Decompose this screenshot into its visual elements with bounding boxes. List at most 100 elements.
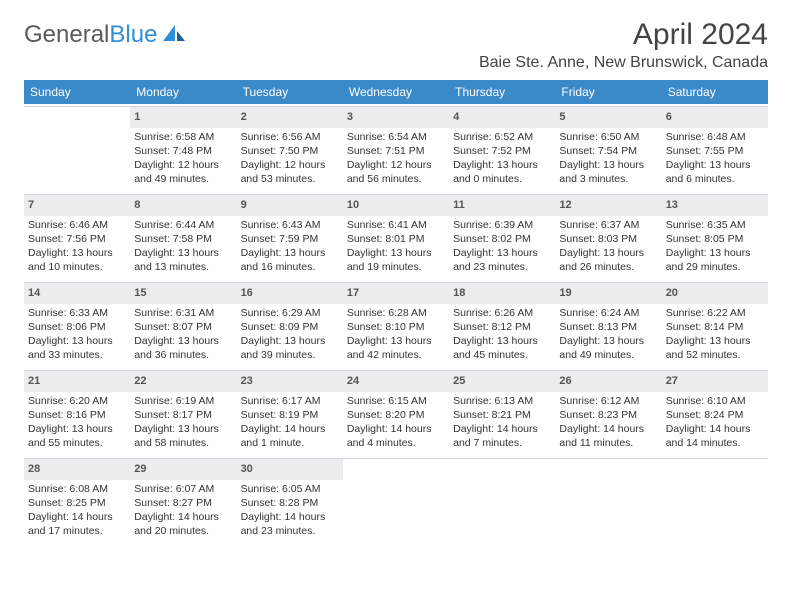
sunset-text: Sunset: 8:13 PM <box>559 320 657 334</box>
sunset-text: Sunset: 8:05 PM <box>666 232 764 246</box>
day-cell: 6Sunrise: 6:48 AMSunset: 7:55 PMDaylight… <box>662 104 768 192</box>
day-cell <box>449 456 555 544</box>
logo: GeneralBlue <box>24 20 187 50</box>
sunset-text: Sunset: 8:28 PM <box>241 496 339 510</box>
daylight-text: Daylight: 13 hours and 19 minutes. <box>347 246 445 274</box>
sunrise-text: Sunrise: 6:31 AM <box>134 306 232 320</box>
day-number: 9 <box>237 194 343 216</box>
day-number: 29 <box>130 458 236 480</box>
sunrise-text: Sunrise: 6:22 AM <box>666 306 764 320</box>
sunset-text: Sunset: 8:01 PM <box>347 232 445 246</box>
day-number: 5 <box>555 106 661 128</box>
day-header: Sunday <box>24 80 130 104</box>
daylight-text: Daylight: 14 hours and 4 minutes. <box>347 422 445 450</box>
day-cell: 8Sunrise: 6:44 AMSunset: 7:58 PMDaylight… <box>130 192 236 280</box>
sunrise-text: Sunrise: 6:28 AM <box>347 306 445 320</box>
day-cell <box>555 456 661 544</box>
header: GeneralBlue April 2024 Baie Ste. Anne, N… <box>24 18 768 72</box>
sunset-text: Sunset: 7:48 PM <box>134 144 232 158</box>
day-cell: 7Sunrise: 6:46 AMSunset: 7:56 PMDaylight… <box>24 192 130 280</box>
week-row: 7Sunrise: 6:46 AMSunset: 7:56 PMDaylight… <box>24 192 768 280</box>
daylight-text: Daylight: 13 hours and 3 minutes. <box>559 158 657 186</box>
day-cell: 4Sunrise: 6:52 AMSunset: 7:52 PMDaylight… <box>449 104 555 192</box>
day-cell: 5 Sunrise: 6:50 AMSunset: 7:54 PMDaylight… <box>555 104 661 192</box>
sunset-text: Sunset: 7:56 PM <box>28 232 126 246</box>
sunrise-text: Sunrise: 6:33 AM <box>28 306 126 320</box>
sunrise-text: Sunrise: 6:29 AM <box>241 306 339 320</box>
day-cell: 13Sunrise: 6:35 AMSunset: 8:05 PMDayligh… <box>662 192 768 280</box>
sunset-text: Sunset: 8:06 PM <box>28 320 126 334</box>
sunrise-text: Sunrise: 6:24 AM <box>559 306 657 320</box>
sunrise-text: Sunrise: 6:13 AM <box>453 394 551 408</box>
sunset-text: Sunset: 7:54 PM <box>559 144 657 158</box>
sail-icon <box>161 22 187 50</box>
daylight-text: Daylight: 12 hours and 49 minutes. <box>134 158 232 186</box>
day-cell <box>24 104 130 192</box>
day-cell <box>343 456 449 544</box>
daylight-text: Daylight: 13 hours and 45 minutes. <box>453 334 551 362</box>
day-cell: 26Sunrise: 6:12 AMSunset: 8:23 PMDayligh… <box>555 368 661 456</box>
sunset-text: Sunset: 8:19 PM <box>241 408 339 422</box>
sunrise-text: Sunrise: 6:17 AM <box>241 394 339 408</box>
day-cell: 9Sunrise: 6:43 AMSunset: 7:59 PMDaylight… <box>237 192 343 280</box>
day-number: 14 <box>24 282 130 304</box>
sunset-text: Sunset: 8:17 PM <box>134 408 232 422</box>
day-header-row: SundayMondayTuesdayWednesdayThursdayFrid… <box>24 80 768 104</box>
empty-day <box>24 106 130 125</box>
week-row: 1Sunrise: 6:58 AMSunset: 7:48 PMDaylight… <box>24 104 768 192</box>
sunset-text: Sunset: 8:07 PM <box>134 320 232 334</box>
daylight-text: Daylight: 13 hours and 26 minutes. <box>559 246 657 274</box>
empty-day <box>449 458 555 477</box>
day-cell: 29Sunrise: 6:07 AMSunset: 8:27 PMDayligh… <box>130 456 236 544</box>
daylight-text: Daylight: 12 hours and 53 minutes. <box>241 158 339 186</box>
day-number: 23 <box>237 370 343 392</box>
daylight-text: Daylight: 13 hours and 39 minutes. <box>241 334 339 362</box>
weeks-container: 1Sunrise: 6:58 AMSunset: 7:48 PMDaylight… <box>24 104 768 544</box>
sunrise-text: Sunrise: 6:52 AM <box>453 130 551 144</box>
logo-word1: General <box>24 21 109 49</box>
sunrise-text: Sunrise: 6:50 AM <box>559 130 657 144</box>
day-number: 6 <box>662 106 768 128</box>
daylight-text: Daylight: 14 hours and 17 minutes. <box>28 510 126 538</box>
daylight-text: Daylight: 14 hours and 1 minute. <box>241 422 339 450</box>
day-cell: 28Sunrise: 6:08 AMSunset: 8:25 PMDayligh… <box>24 456 130 544</box>
empty-day <box>555 458 661 477</box>
daylight-text: Daylight: 13 hours and 58 minutes. <box>134 422 232 450</box>
daylight-text: Daylight: 14 hours and 7 minutes. <box>453 422 551 450</box>
daylight-text: Daylight: 13 hours and 29 minutes. <box>666 246 764 274</box>
day-header: Thursday <box>449 80 555 104</box>
day-number: 20 <box>662 282 768 304</box>
day-cell: 21Sunrise: 6:20 AMSunset: 8:16 PMDayligh… <box>24 368 130 456</box>
daylight-text: Daylight: 13 hours and 52 minutes. <box>666 334 764 362</box>
day-number: 7 <box>24 194 130 216</box>
day-header: Wednesday <box>343 80 449 104</box>
daylight-text: Daylight: 13 hours and 6 minutes. <box>666 158 764 186</box>
daylight-text: Daylight: 13 hours and 36 minutes. <box>134 334 232 362</box>
sunset-text: Sunset: 7:51 PM <box>347 144 445 158</box>
logo-word2: Blue <box>109 21 157 49</box>
day-number: 15 <box>130 282 236 304</box>
month-title: April 2024 <box>479 18 768 52</box>
sunrise-text: Sunrise: 6:08 AM <box>28 482 126 496</box>
day-number: 18 <box>449 282 555 304</box>
day-cell: 3Sunrise: 6:54 AMSunset: 7:51 PMDaylight… <box>343 104 449 192</box>
sunset-text: Sunset: 8:25 PM <box>28 496 126 510</box>
day-header: Tuesday <box>237 80 343 104</box>
day-number: 19 <box>555 282 661 304</box>
daylight-text: Daylight: 14 hours and 23 minutes. <box>241 510 339 538</box>
sunrise-text: Sunrise: 6:07 AM <box>134 482 232 496</box>
day-cell: 15 Sunrise: 6:31 AMSunset: 8:07 PMDayligh… <box>130 280 236 368</box>
sunrise-text: Sunrise: 6:54 AM <box>347 130 445 144</box>
day-cell: 1Sunrise: 6:58 AMSunset: 7:48 PMDaylight… <box>130 104 236 192</box>
day-cell: 30Sunrise: 6:05 AMSunset: 8:28 PMDayligh… <box>237 456 343 544</box>
day-number: 26 <box>555 370 661 392</box>
sunset-text: Sunset: 8:12 PM <box>453 320 551 334</box>
sunrise-text: Sunrise: 6:12 AM <box>559 394 657 408</box>
day-number: 24 <box>343 370 449 392</box>
sunset-text: Sunset: 8:24 PM <box>666 408 764 422</box>
location: Baie Ste. Anne, New Brunswick, Canada <box>479 54 768 72</box>
day-cell: 18Sunrise: 6:26 AMSunset: 8:12 PMDayligh… <box>449 280 555 368</box>
daylight-text: Daylight: 14 hours and 20 minutes. <box>134 510 232 538</box>
day-number: 30 <box>237 458 343 480</box>
day-header: Monday <box>130 80 236 104</box>
